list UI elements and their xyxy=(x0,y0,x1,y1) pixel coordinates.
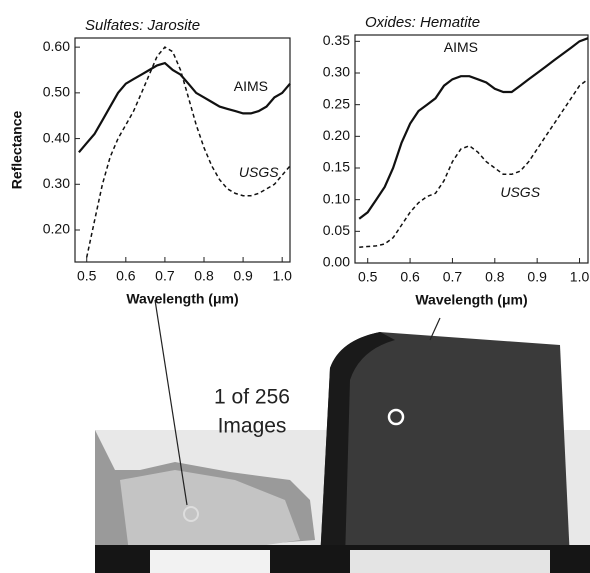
chart-title: Sulfates: Jarosite xyxy=(85,17,200,34)
y-tick-label: 0.50 xyxy=(43,84,70,100)
series-label: USGS xyxy=(500,184,540,200)
plot-frame xyxy=(74,37,291,263)
x-tick-label: 0.5 xyxy=(77,268,97,284)
y-tick-label: 0.60 xyxy=(43,38,70,54)
y-axis-label: Reflectance xyxy=(9,110,25,189)
plot-frame xyxy=(354,34,589,264)
y-tick-label: 0.00 xyxy=(323,254,350,270)
x-tick-label: 0.9 xyxy=(527,269,547,285)
x-axis-label: Wavelength (μm) xyxy=(126,291,238,307)
series-label: USGS xyxy=(239,164,279,180)
x-tick-label: 0.7 xyxy=(443,269,463,285)
photo xyxy=(95,299,590,573)
y-tick-label: 0.35 xyxy=(323,32,350,48)
series-line xyxy=(85,46,291,258)
x-tick-label: 1.0 xyxy=(570,269,590,285)
x-tick-label: 0.8 xyxy=(485,269,505,285)
y-tick-label: 0.30 xyxy=(323,64,350,80)
series-line xyxy=(359,78,589,248)
image-caption: Images xyxy=(218,415,287,438)
series-line xyxy=(78,61,291,154)
x-tick-label: 0.6 xyxy=(400,269,420,285)
y-tick-label: 0.40 xyxy=(43,129,70,145)
y-tick-label: 0.10 xyxy=(323,190,350,206)
x-tick-label: 0.8 xyxy=(194,268,214,284)
series-line xyxy=(358,37,589,220)
y-tick-label: 0.30 xyxy=(43,175,70,191)
x-axis-label: Wavelength (μm) xyxy=(415,292,527,308)
x-tick-label: 1.0 xyxy=(272,268,292,284)
image-caption: 1 of 256 xyxy=(214,386,290,409)
x-tick-label: 0.5 xyxy=(358,269,378,285)
x-tick-label: 0.7 xyxy=(155,268,175,284)
series-label: AIMS xyxy=(444,39,478,55)
series-label: AIMS xyxy=(234,78,268,94)
x-tick-label: 0.6 xyxy=(116,268,136,284)
y-tick-label: 0.20 xyxy=(323,127,350,143)
y-tick-label: 0.15 xyxy=(323,159,350,175)
x-tick-label: 0.9 xyxy=(233,268,253,284)
y-tick-label: 0.20 xyxy=(43,221,70,237)
chart-title: Oxides: Hematite xyxy=(365,14,480,31)
y-tick-label: 0.05 xyxy=(323,222,350,238)
y-tick-label: 0.25 xyxy=(323,95,350,111)
